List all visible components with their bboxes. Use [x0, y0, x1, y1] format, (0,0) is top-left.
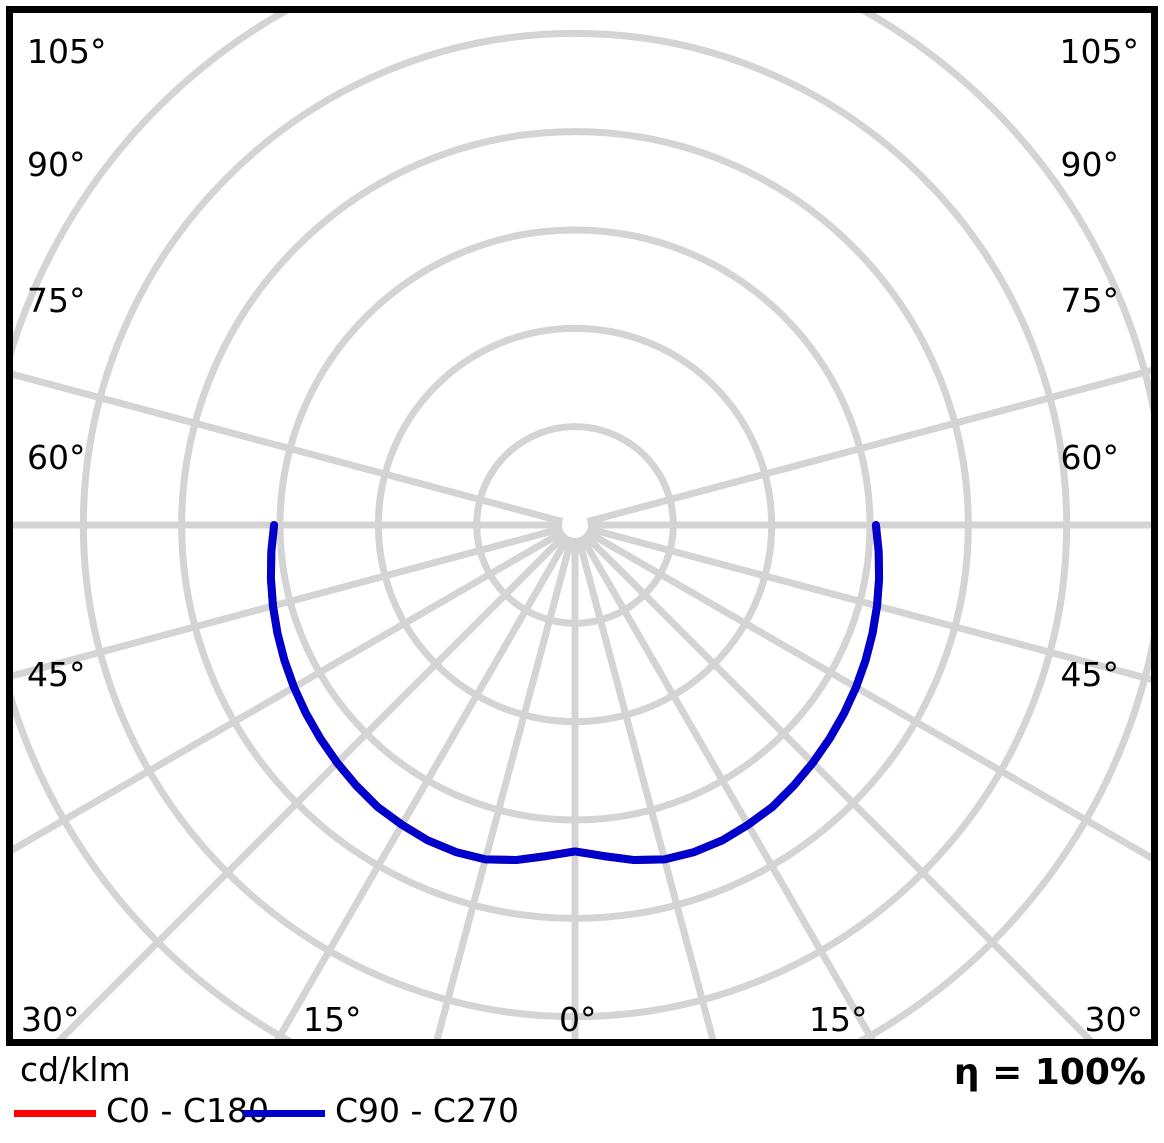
legend-swatch-blue: [243, 1109, 325, 1117]
unit-label: cd/klm: [20, 1050, 131, 1089]
distribution-curves: [266, 521, 884, 865]
axis-label-right-105: 105°: [1059, 32, 1140, 71]
axis-label-right-75: 75°: [1060, 281, 1120, 320]
polar-plot-frame: 105° 90° 75° 60° 45° 30° 105° 90° 75° 60…: [6, 6, 1158, 1046]
axis-label-right-45: 45°: [1060, 655, 1120, 694]
axis-label-left-105: 105°: [27, 32, 107, 71]
axis-label-bottom-15-left: 15°: [303, 1000, 362, 1039]
efficiency-label: η = 100%: [953, 1052, 1146, 1093]
axis-label-bottom-15-right: 15°: [809, 1000, 868, 1039]
axis-label-right-30: 30°: [1084, 1000, 1144, 1039]
legend-label-c0-c180: C0 - C180: [106, 1090, 269, 1130]
axis-label-bottom-0: 0°: [559, 1000, 597, 1039]
axis-label-left-45: 45°: [27, 655, 86, 694]
legend-item-c90-c270: C90 - C270: [243, 1091, 519, 1130]
axis-label-left-30: 30°: [21, 1000, 80, 1039]
polar-plot-svg: [13, 13, 1151, 1039]
legend-swatch-red: [14, 1109, 96, 1117]
legend-area: cd/klm η = 100% C0 - C180 C90 - C270: [0, 1046, 1164, 1143]
legend-item-c0-c180: C0 - C180: [14, 1091, 269, 1130]
axis-label-right-60: 60°: [1060, 438, 1120, 477]
axis-label-left-75: 75°: [27, 281, 86, 320]
legend-label-c90-c270: C90 - C270: [335, 1090, 519, 1130]
axis-label-right-90: 90°: [1060, 145, 1120, 184]
polar-grid: [13, 13, 1151, 1039]
axis-label-left-60: 60°: [27, 438, 86, 477]
axis-label-left-90: 90°: [27, 145, 86, 184]
